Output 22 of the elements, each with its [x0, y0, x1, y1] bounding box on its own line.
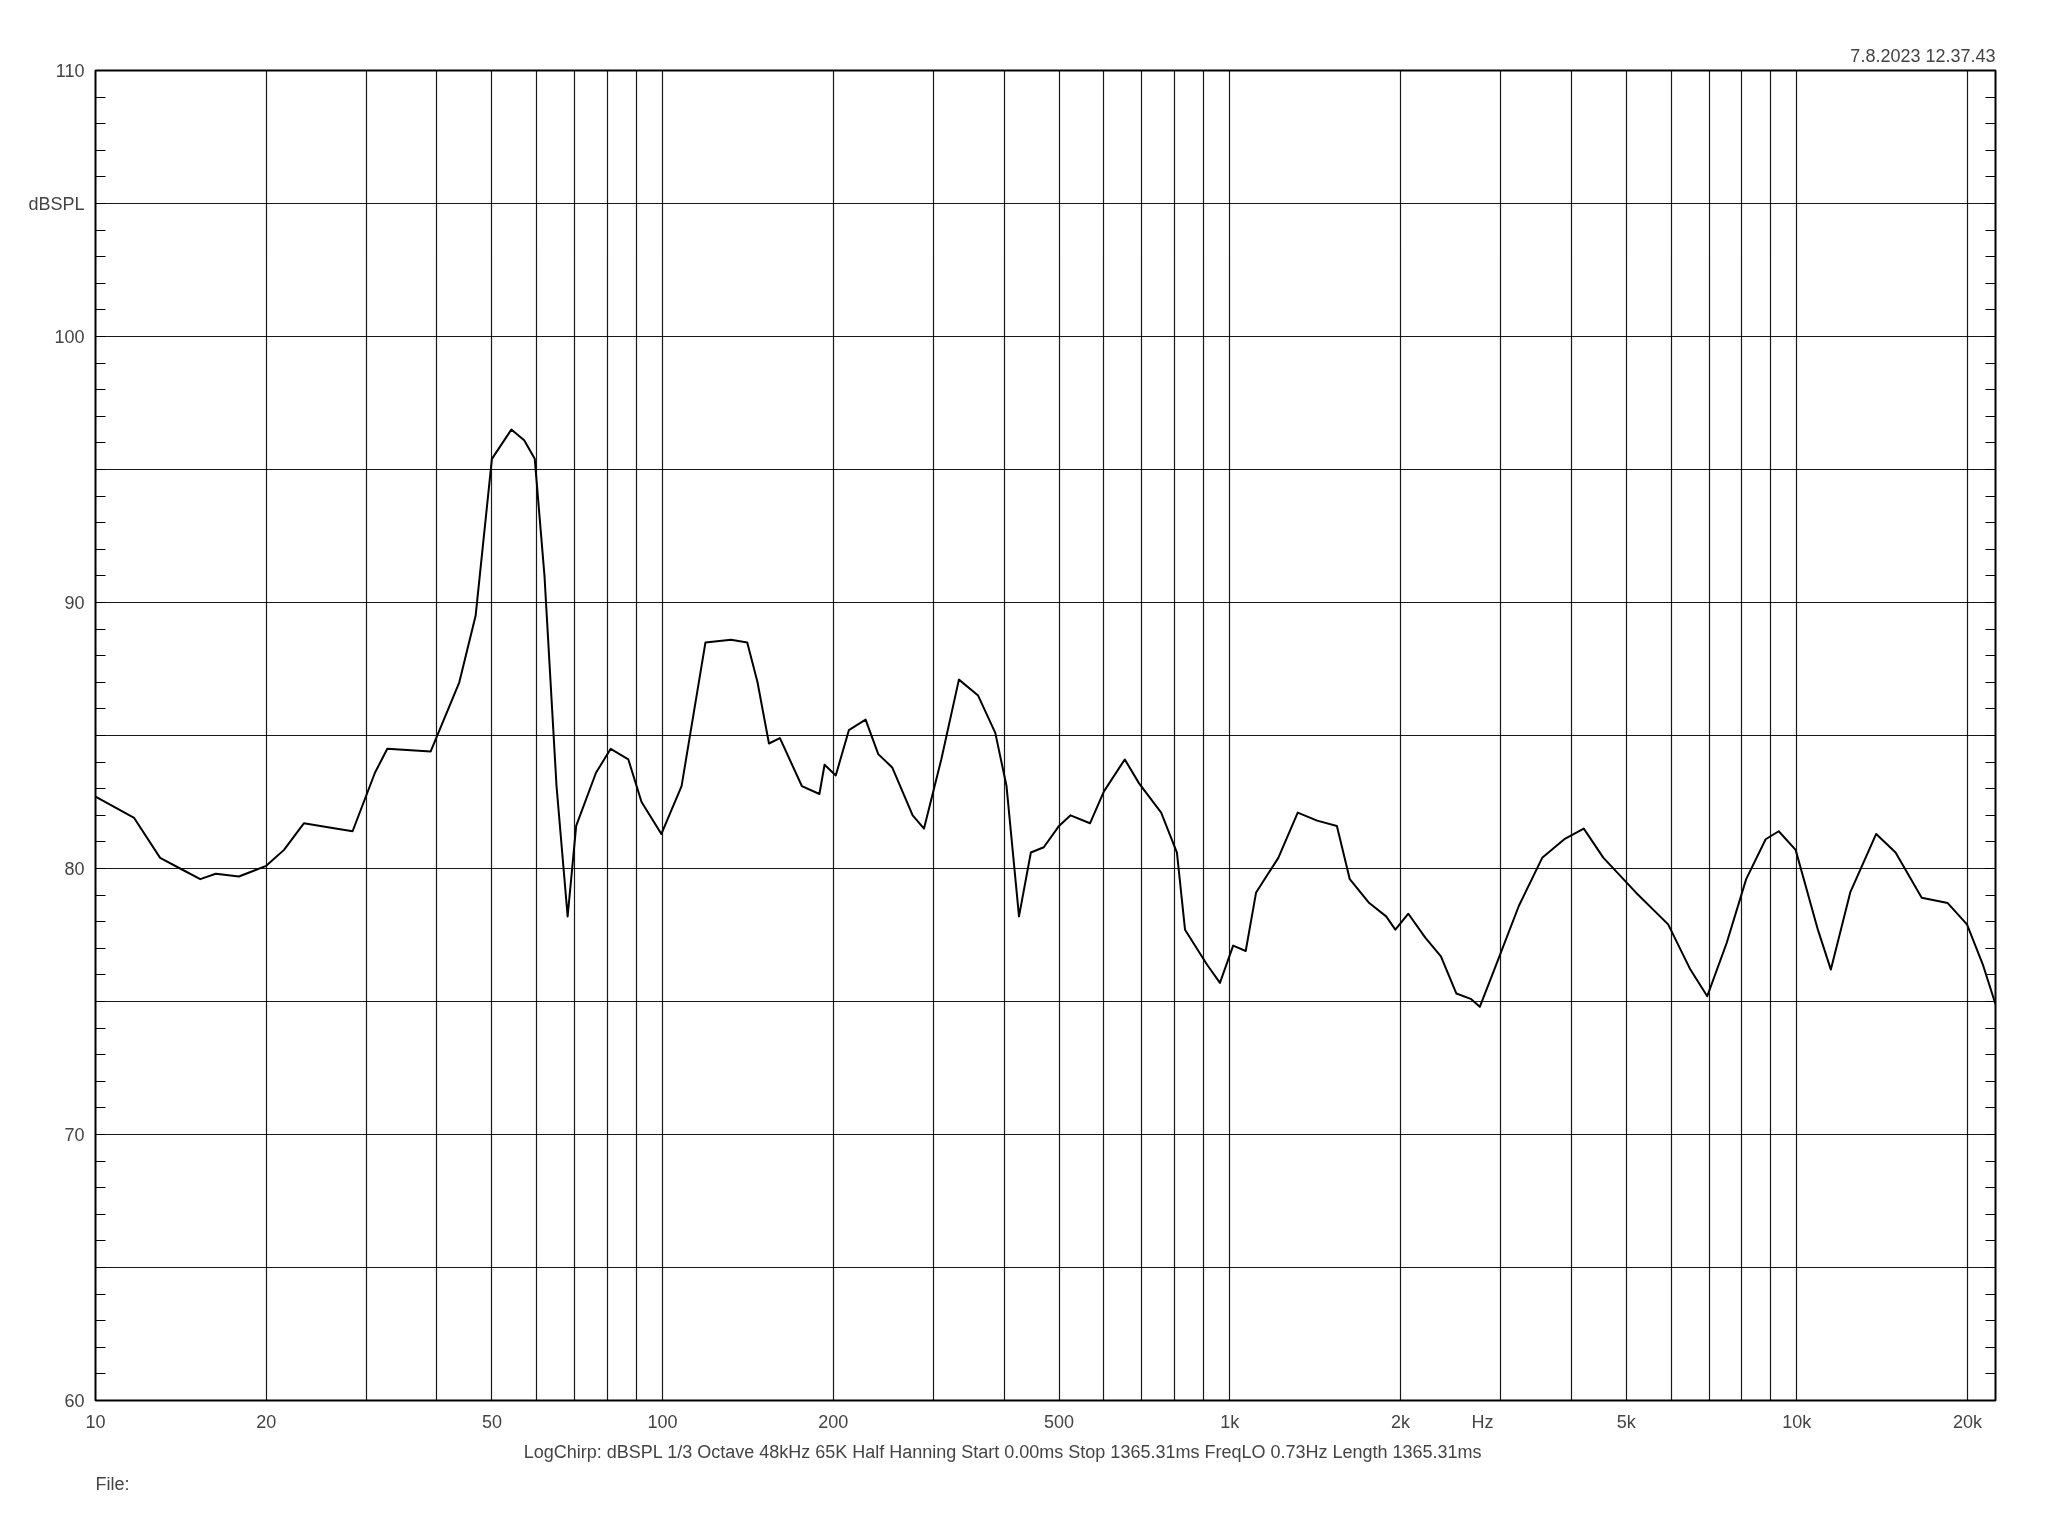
text: 7.8.2023 12.37.43	[1850, 45, 1996, 66]
y-tick-label: 90	[64, 592, 85, 613]
x-tick-label: 2k	[1390, 1411, 1411, 1432]
x-tick-label: 500	[1044, 1411, 1075, 1432]
x-tick-label: 50	[481, 1411, 502, 1432]
x-tick-label: 10k	[1782, 1411, 1813, 1432]
y-tick-label: 60	[64, 1390, 85, 1411]
x-tick-label: 20	[256, 1411, 277, 1432]
y-tick-label: 80	[64, 858, 85, 879]
x-tick-label: 200	[818, 1411, 849, 1432]
x-tick-label: 1k	[1220, 1411, 1241, 1432]
y-tick-label: 70	[64, 1124, 85, 1145]
text: File:	[95, 1473, 130, 1494]
x-tick-label: 5k	[1616, 1411, 1637, 1432]
x-tick-label: 20k	[1953, 1411, 1984, 1432]
y-tick-label: 110	[55, 60, 85, 81]
y-tick-label: 100	[54, 326, 85, 347]
y-axis-title: dBSPL	[28, 193, 85, 214]
x-axis-title: Hz	[1471, 1411, 1494, 1432]
x-tick-label: 100	[647, 1411, 678, 1432]
text: LogChirp: dBSPL 1/3 Octave 48kHz 65K Half Hanning Start 0.00ms Stop 1365.31ms FreqLO 0.73Hz Length 1365.31ms	[523, 1441, 1482, 1462]
x-tick-label: 10	[85, 1411, 106, 1432]
